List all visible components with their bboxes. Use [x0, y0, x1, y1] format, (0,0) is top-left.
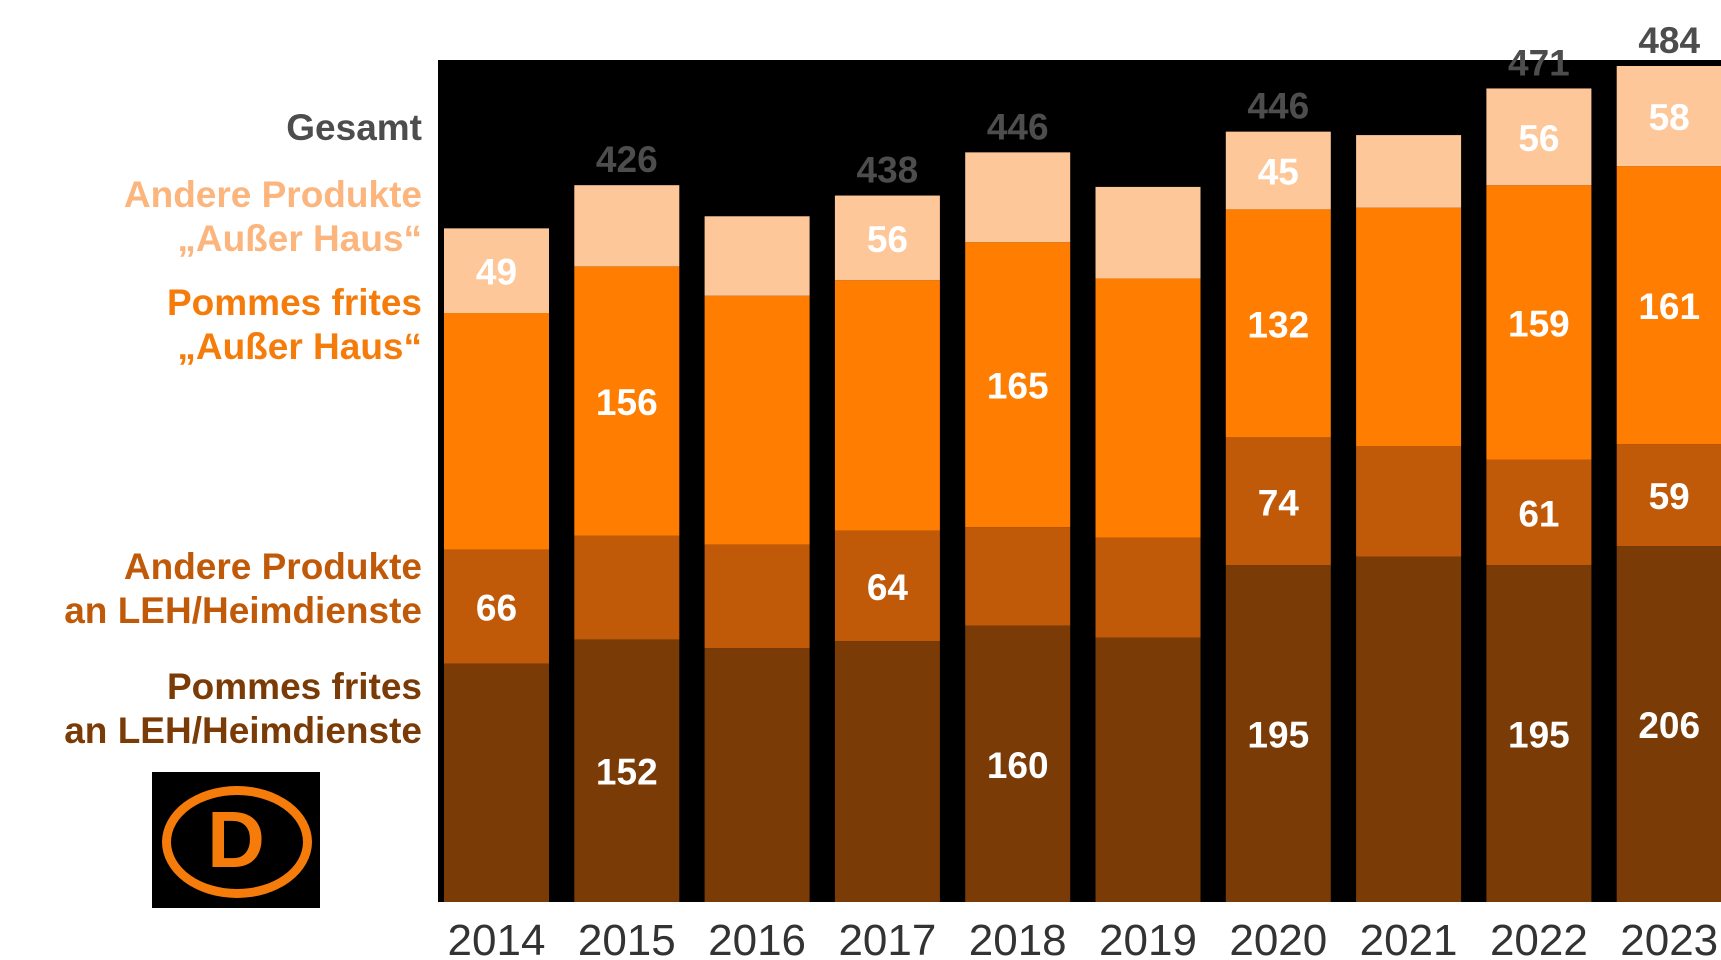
logo-letter: D [207, 795, 265, 884]
x-tick-label-2015: 2015 [578, 916, 676, 960]
segment-label-2022-s2: 61 [1518, 494, 1559, 535]
bar-segment-2021-s4 [1356, 135, 1462, 208]
bar-segment-2016-s3 [704, 295, 810, 545]
bar-segment-2014-s4 [444, 228, 549, 313]
segment-label-2014-s2: 66 [476, 588, 517, 629]
x-tick-label-2018: 2018 [969, 916, 1067, 960]
legend-andere-produkte-ausser-haus: Andere Produkte „Außer Haus“ [123, 174, 422, 259]
logo-d-icon: D [152, 772, 320, 908]
total-label-2017: 438 [857, 150, 919, 191]
bar-segment-2018-s1 [965, 625, 1071, 902]
bar-segment-2015-s1 [574, 639, 680, 902]
total-label-2023: 484 [1638, 20, 1700, 61]
logo-ring [162, 786, 312, 898]
total-label-2018: 446 [987, 106, 1049, 147]
x-axis-labels: 2014 2015 2016 2017 2018 2019 2020 2021 2022 2023 [448, 916, 1719, 960]
bar-segment-2016-s1 [704, 648, 810, 902]
bar-segment-2014-s1 [444, 663, 549, 902]
bar-segment-2023-s2 [1616, 444, 1721, 547]
bar-segment-2020-s3 [1225, 209, 1331, 438]
total-label-2015: 426 [596, 139, 658, 180]
segment-label-2014-s4: 49 [476, 252, 517, 293]
bar-segment-2014-s3 [444, 313, 549, 550]
bar-segment-2015-s3 [574, 266, 680, 536]
segment-label-2018-s3: 165 [987, 366, 1049, 407]
bar-segment-2022-s4 [1486, 88, 1592, 186]
bar-segment-2020-s4 [1225, 131, 1331, 210]
bar-segment-2015-s2 [574, 535, 680, 640]
bar-segment-2021-s3 [1356, 207, 1462, 446]
x-tick-label-2021: 2021 [1360, 916, 1458, 960]
total-label-2020: 446 [1247, 86, 1309, 127]
bar-segment-2023-s4 [1616, 66, 1721, 167]
segment-label-2020-s3: 132 [1247, 304, 1309, 345]
total-labels: 426 438 446 446 471 484 [596, 20, 1701, 191]
legend-andere-produkte-leh: Andere Produkte an LEH/Heimdienste [64, 546, 422, 631]
segment-label-2020-s2: 74 [1258, 482, 1300, 523]
bar-segment-2015-s4 [574, 185, 680, 267]
x-tick-label-2023: 2023 [1620, 916, 1718, 960]
bar-segment-2018-s3 [965, 242, 1071, 528]
segment-label-2017-s2: 64 [867, 567, 909, 608]
bar-segment-2019-s1 [1095, 637, 1201, 902]
bar-segment-2019-s2 [1095, 537, 1201, 638]
x-tick-label-2019: 2019 [1099, 916, 1197, 960]
bar-segment-2021-s1 [1356, 556, 1462, 902]
legend-pommes-frites-ausser-haus: Pommes frites „Außer Haus“ [167, 282, 422, 367]
bar-segment-2019-s4 [1095, 186, 1201, 279]
bar-segment-2017-s4 [834, 195, 940, 281]
segment-label-2020-s1: 195 [1247, 715, 1309, 756]
bar-segment-2016-s2 [704, 544, 810, 649]
segment-label-2023-s4: 58 [1649, 97, 1690, 138]
segment-label-2023-s3: 161 [1638, 286, 1700, 327]
bar-segment-2017-s1 [834, 641, 940, 902]
bar-segment-2017-s2 [834, 530, 940, 642]
segment-label-2015-s3: 156 [596, 382, 658, 423]
x-tick-label-2022: 2022 [1490, 916, 1588, 960]
bar-segment-2017-s3 [834, 280, 940, 531]
bar-segment-2020-s2 [1225, 437, 1331, 566]
segment-label-2022-s1: 195 [1508, 715, 1570, 756]
x-tick-label-2014: 2014 [448, 916, 546, 960]
segment-label-2023-s1: 206 [1638, 705, 1700, 746]
bar-segment-2022-s3 [1486, 185, 1592, 460]
segment-labels: 66 49 152 156 64 56 160 165 195 74 132 45 195 61 159 56… [476, 97, 1700, 793]
bar-segment-2018-s2 [965, 527, 1071, 626]
x-tick-label-2017: 2017 [838, 916, 936, 960]
legend-pommes-frites-leh: Pommes frites an LEH/Heimdienste [64, 666, 422, 751]
bar-segment-2016-s4 [704, 216, 810, 296]
segment-label-2020-s4: 45 [1258, 152, 1299, 193]
bar-segment-2022-s2 [1486, 459, 1592, 566]
segment-label-2022-s4: 56 [1518, 118, 1559, 159]
segment-label-2017-s4: 56 [867, 219, 908, 260]
x-tick-label-2016: 2016 [708, 916, 806, 960]
bar-segment-2021-s2 [1356, 446, 1462, 557]
bars [444, 66, 1721, 902]
bar-segment-2014-s2 [444, 549, 549, 664]
segment-label-2015-s1: 152 [596, 752, 658, 793]
bar-segment-2018-s4 [965, 152, 1071, 243]
bar-segment-2023-s3 [1616, 166, 1721, 445]
bar-segment-2022-s1 [1486, 565, 1592, 902]
bar-segment-2023-s1 [1616, 546, 1721, 902]
total-label-2022: 471 [1508, 42, 1570, 83]
bar-segment-2020-s1 [1225, 565, 1331, 902]
segment-label-2023-s2: 59 [1649, 476, 1690, 517]
segment-label-2018-s1: 160 [987, 745, 1049, 786]
bar-segment-2019-s3 [1095, 278, 1201, 538]
segment-label-2022-s3: 159 [1508, 304, 1570, 345]
x-tick-label-2020: 2020 [1229, 916, 1327, 960]
legend-total: Gesamt [286, 107, 422, 148]
